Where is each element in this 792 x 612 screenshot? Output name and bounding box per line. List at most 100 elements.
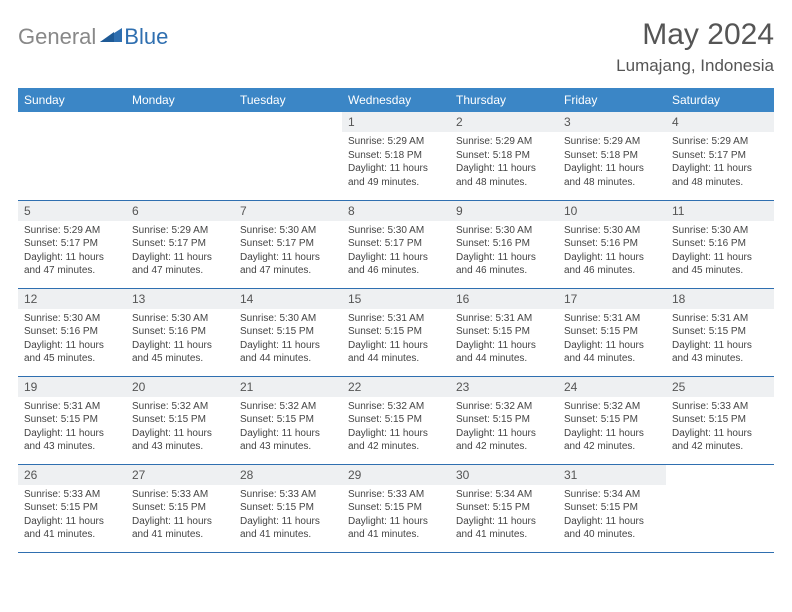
day-detail: Sunrise: 5:29 AMSunset: 5:17 PMDaylight:… [126, 221, 234, 282]
dayname-friday: Friday [558, 88, 666, 112]
day-cell: 6Sunrise: 5:29 AMSunset: 5:17 PMDaylight… [126, 200, 234, 288]
day-number: 10 [558, 201, 666, 221]
header: General Blue May 2024 Lumajang, Indonesi… [18, 18, 774, 76]
day-number: 9 [450, 201, 558, 221]
day-cell: 18Sunrise: 5:31 AMSunset: 5:15 PMDayligh… [666, 288, 774, 376]
day-detail: Sunrise: 5:29 AMSunset: 5:18 PMDaylight:… [342, 132, 450, 193]
day-number: 27 [126, 465, 234, 485]
day-cell: 27Sunrise: 5:33 AMSunset: 5:15 PMDayligh… [126, 464, 234, 552]
day-number: 16 [450, 289, 558, 309]
day-number: 24 [558, 377, 666, 397]
day-cell: 3Sunrise: 5:29 AMSunset: 5:18 PMDaylight… [558, 112, 666, 200]
day-detail: Sunrise: 5:31 AMSunset: 5:15 PMDaylight:… [450, 309, 558, 370]
day-number: 31 [558, 465, 666, 485]
day-detail: Sunrise: 5:29 AMSunset: 5:17 PMDaylight:… [666, 132, 774, 193]
day-number: 17 [558, 289, 666, 309]
day-detail: Sunrise: 5:34 AMSunset: 5:15 PMDaylight:… [558, 485, 666, 546]
day-number: 7 [234, 201, 342, 221]
day-detail: Sunrise: 5:32 AMSunset: 5:15 PMDaylight:… [342, 397, 450, 458]
logo-text-gray: General [18, 24, 96, 50]
day-detail: Sunrise: 5:33 AMSunset: 5:15 PMDaylight:… [126, 485, 234, 546]
day-detail: Sunrise: 5:30 AMSunset: 5:16 PMDaylight:… [666, 221, 774, 282]
day-detail: Sunrise: 5:31 AMSunset: 5:15 PMDaylight:… [18, 397, 126, 458]
day-number: 5 [18, 201, 126, 221]
week-row: 5Sunrise: 5:29 AMSunset: 5:17 PMDaylight… [18, 200, 774, 288]
day-number: 20 [126, 377, 234, 397]
day-detail: Sunrise: 5:29 AMSunset: 5:18 PMDaylight:… [558, 132, 666, 193]
day-cell: 11Sunrise: 5:30 AMSunset: 5:16 PMDayligh… [666, 200, 774, 288]
dayname-monday: Monday [126, 88, 234, 112]
dayname-tuesday: Tuesday [234, 88, 342, 112]
day-detail: Sunrise: 5:33 AMSunset: 5:15 PMDaylight:… [342, 485, 450, 546]
day-cell: 19Sunrise: 5:31 AMSunset: 5:15 PMDayligh… [18, 376, 126, 464]
month-title: May 2024 [616, 18, 774, 52]
day-cell: 21Sunrise: 5:32 AMSunset: 5:15 PMDayligh… [234, 376, 342, 464]
day-number: 29 [342, 465, 450, 485]
day-number: 15 [342, 289, 450, 309]
day-number: 21 [234, 377, 342, 397]
day-number: 19 [18, 377, 126, 397]
day-detail: Sunrise: 5:30 AMSunset: 5:17 PMDaylight:… [234, 221, 342, 282]
day-number: 30 [450, 465, 558, 485]
day-cell: 9Sunrise: 5:30 AMSunset: 5:16 PMDaylight… [450, 200, 558, 288]
day-cell: 13Sunrise: 5:30 AMSunset: 5:16 PMDayligh… [126, 288, 234, 376]
day-number: 13 [126, 289, 234, 309]
day-number: 1 [342, 112, 450, 132]
day-cell: 30Sunrise: 5:34 AMSunset: 5:15 PMDayligh… [450, 464, 558, 552]
logo-text-blue: Blue [124, 24, 168, 50]
logo: General Blue [18, 18, 168, 50]
week-row: 26Sunrise: 5:33 AMSunset: 5:15 PMDayligh… [18, 464, 774, 552]
day-cell: 17Sunrise: 5:31 AMSunset: 5:15 PMDayligh… [558, 288, 666, 376]
day-detail: Sunrise: 5:33 AMSunset: 5:15 PMDaylight:… [234, 485, 342, 546]
day-cell: 8Sunrise: 5:30 AMSunset: 5:17 PMDaylight… [342, 200, 450, 288]
day-detail: Sunrise: 5:32 AMSunset: 5:15 PMDaylight:… [234, 397, 342, 458]
day-cell: 15Sunrise: 5:31 AMSunset: 5:15 PMDayligh… [342, 288, 450, 376]
location: Lumajang, Indonesia [616, 56, 774, 76]
calendar-body: 1Sunrise: 5:29 AMSunset: 5:18 PMDaylight… [18, 112, 774, 552]
day-number: 4 [666, 112, 774, 132]
dayname-thursday: Thursday [450, 88, 558, 112]
day-detail: Sunrise: 5:29 AMSunset: 5:17 PMDaylight:… [18, 221, 126, 282]
day-detail: Sunrise: 5:34 AMSunset: 5:15 PMDaylight:… [450, 485, 558, 546]
title-block: May 2024 Lumajang, Indonesia [616, 18, 774, 76]
day-detail: Sunrise: 5:31 AMSunset: 5:15 PMDaylight:… [666, 309, 774, 370]
dayname-row: SundayMondayTuesdayWednesdayThursdayFrid… [18, 88, 774, 112]
day-cell: 28Sunrise: 5:33 AMSunset: 5:15 PMDayligh… [234, 464, 342, 552]
day-cell: 22Sunrise: 5:32 AMSunset: 5:15 PMDayligh… [342, 376, 450, 464]
day-detail: Sunrise: 5:32 AMSunset: 5:15 PMDaylight:… [558, 397, 666, 458]
day-detail: Sunrise: 5:31 AMSunset: 5:15 PMDaylight:… [558, 309, 666, 370]
day-detail: Sunrise: 5:30 AMSunset: 5:16 PMDaylight:… [126, 309, 234, 370]
week-row: 12Sunrise: 5:30 AMSunset: 5:16 PMDayligh… [18, 288, 774, 376]
day-cell: 2Sunrise: 5:29 AMSunset: 5:18 PMDaylight… [450, 112, 558, 200]
day-cell: 16Sunrise: 5:31 AMSunset: 5:15 PMDayligh… [450, 288, 558, 376]
day-number: 11 [666, 201, 774, 221]
day-number: 28 [234, 465, 342, 485]
day-detail: Sunrise: 5:32 AMSunset: 5:15 PMDaylight:… [450, 397, 558, 458]
day-cell: 25Sunrise: 5:33 AMSunset: 5:15 PMDayligh… [666, 376, 774, 464]
day-cell: 24Sunrise: 5:32 AMSunset: 5:15 PMDayligh… [558, 376, 666, 464]
day-number: 3 [558, 112, 666, 132]
day-detail: Sunrise: 5:29 AMSunset: 5:18 PMDaylight:… [450, 132, 558, 193]
calendar-table: SundayMondayTuesdayWednesdayThursdayFrid… [18, 88, 774, 553]
day-cell: 5Sunrise: 5:29 AMSunset: 5:17 PMDaylight… [18, 200, 126, 288]
day-cell [126, 112, 234, 200]
day-detail: Sunrise: 5:33 AMSunset: 5:15 PMDaylight:… [18, 485, 126, 546]
day-detail: Sunrise: 5:30 AMSunset: 5:16 PMDaylight:… [450, 221, 558, 282]
day-cell: 4Sunrise: 5:29 AMSunset: 5:17 PMDaylight… [666, 112, 774, 200]
day-cell: 12Sunrise: 5:30 AMSunset: 5:16 PMDayligh… [18, 288, 126, 376]
day-detail: Sunrise: 5:31 AMSunset: 5:15 PMDaylight:… [342, 309, 450, 370]
day-number: 2 [450, 112, 558, 132]
day-cell: 1Sunrise: 5:29 AMSunset: 5:18 PMDaylight… [342, 112, 450, 200]
day-detail: Sunrise: 5:30 AMSunset: 5:16 PMDaylight:… [558, 221, 666, 282]
day-cell: 10Sunrise: 5:30 AMSunset: 5:16 PMDayligh… [558, 200, 666, 288]
day-cell: 20Sunrise: 5:32 AMSunset: 5:15 PMDayligh… [126, 376, 234, 464]
day-cell: 26Sunrise: 5:33 AMSunset: 5:15 PMDayligh… [18, 464, 126, 552]
day-number: 14 [234, 289, 342, 309]
day-number: 25 [666, 377, 774, 397]
day-number: 23 [450, 377, 558, 397]
day-detail: Sunrise: 5:30 AMSunset: 5:15 PMDaylight:… [234, 309, 342, 370]
day-number: 22 [342, 377, 450, 397]
day-detail: Sunrise: 5:30 AMSunset: 5:16 PMDaylight:… [18, 309, 126, 370]
day-cell: 14Sunrise: 5:30 AMSunset: 5:15 PMDayligh… [234, 288, 342, 376]
dayname-sunday: Sunday [18, 88, 126, 112]
